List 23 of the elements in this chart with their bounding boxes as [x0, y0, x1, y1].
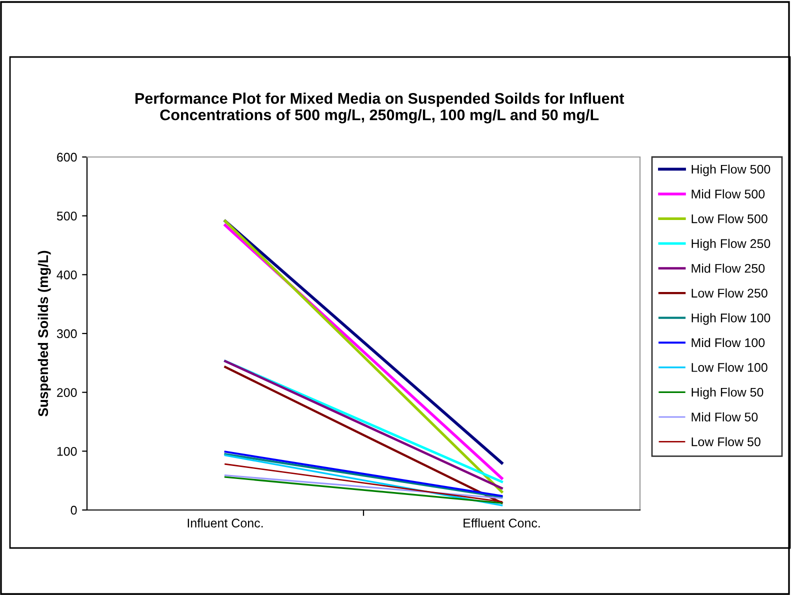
- y-axis-title: Suspended Soilds (mg/L): [38, 250, 51, 416]
- y-tick-label: 300: [56, 329, 77, 338]
- x-tick-label: Effluent Conc.: [464, 518, 540, 528]
- y-tick-label: 0: [70, 506, 77, 515]
- legend-label: High Flow 50: [692, 387, 764, 400]
- legend-label: High Flow 100: [692, 313, 770, 325]
- y-tick-label: 400: [56, 270, 77, 280]
- legend-label: Mid Flow 100: [692, 338, 765, 348]
- legend-label: Mid Flow 500: [692, 189, 765, 198]
- y-tick-label: 200: [57, 388, 77, 397]
- x-tick-label: Influent Conc.: [188, 518, 263, 528]
- y-tick-label: 100: [57, 446, 77, 456]
- legend-label: High Flow 500: [692, 164, 770, 176]
- legend-label: Mid Flow 250: [692, 264, 765, 273]
- legend-label: Mid Flow 50: [692, 412, 758, 422]
- y-tick-label: 500: [56, 212, 77, 220]
- legend-label: Low Flow 50: [692, 437, 760, 446]
- legend-label: Low Flow 250: [692, 288, 768, 298]
- legend-label: Low Flow 500: [692, 214, 768, 224]
- legend-label: Low Flow 100: [692, 362, 768, 372]
- y-tick-label: 600: [57, 152, 77, 162]
- chart-title: Performance Plot for Mixed Media on Suspended Soilds for Influent Concentrations of 500 mg/L, 250mg/L, 100 mg/L and 50 mg/L: [135, 92, 624, 124]
- legend-label: High Flow 250: [692, 238, 770, 250]
